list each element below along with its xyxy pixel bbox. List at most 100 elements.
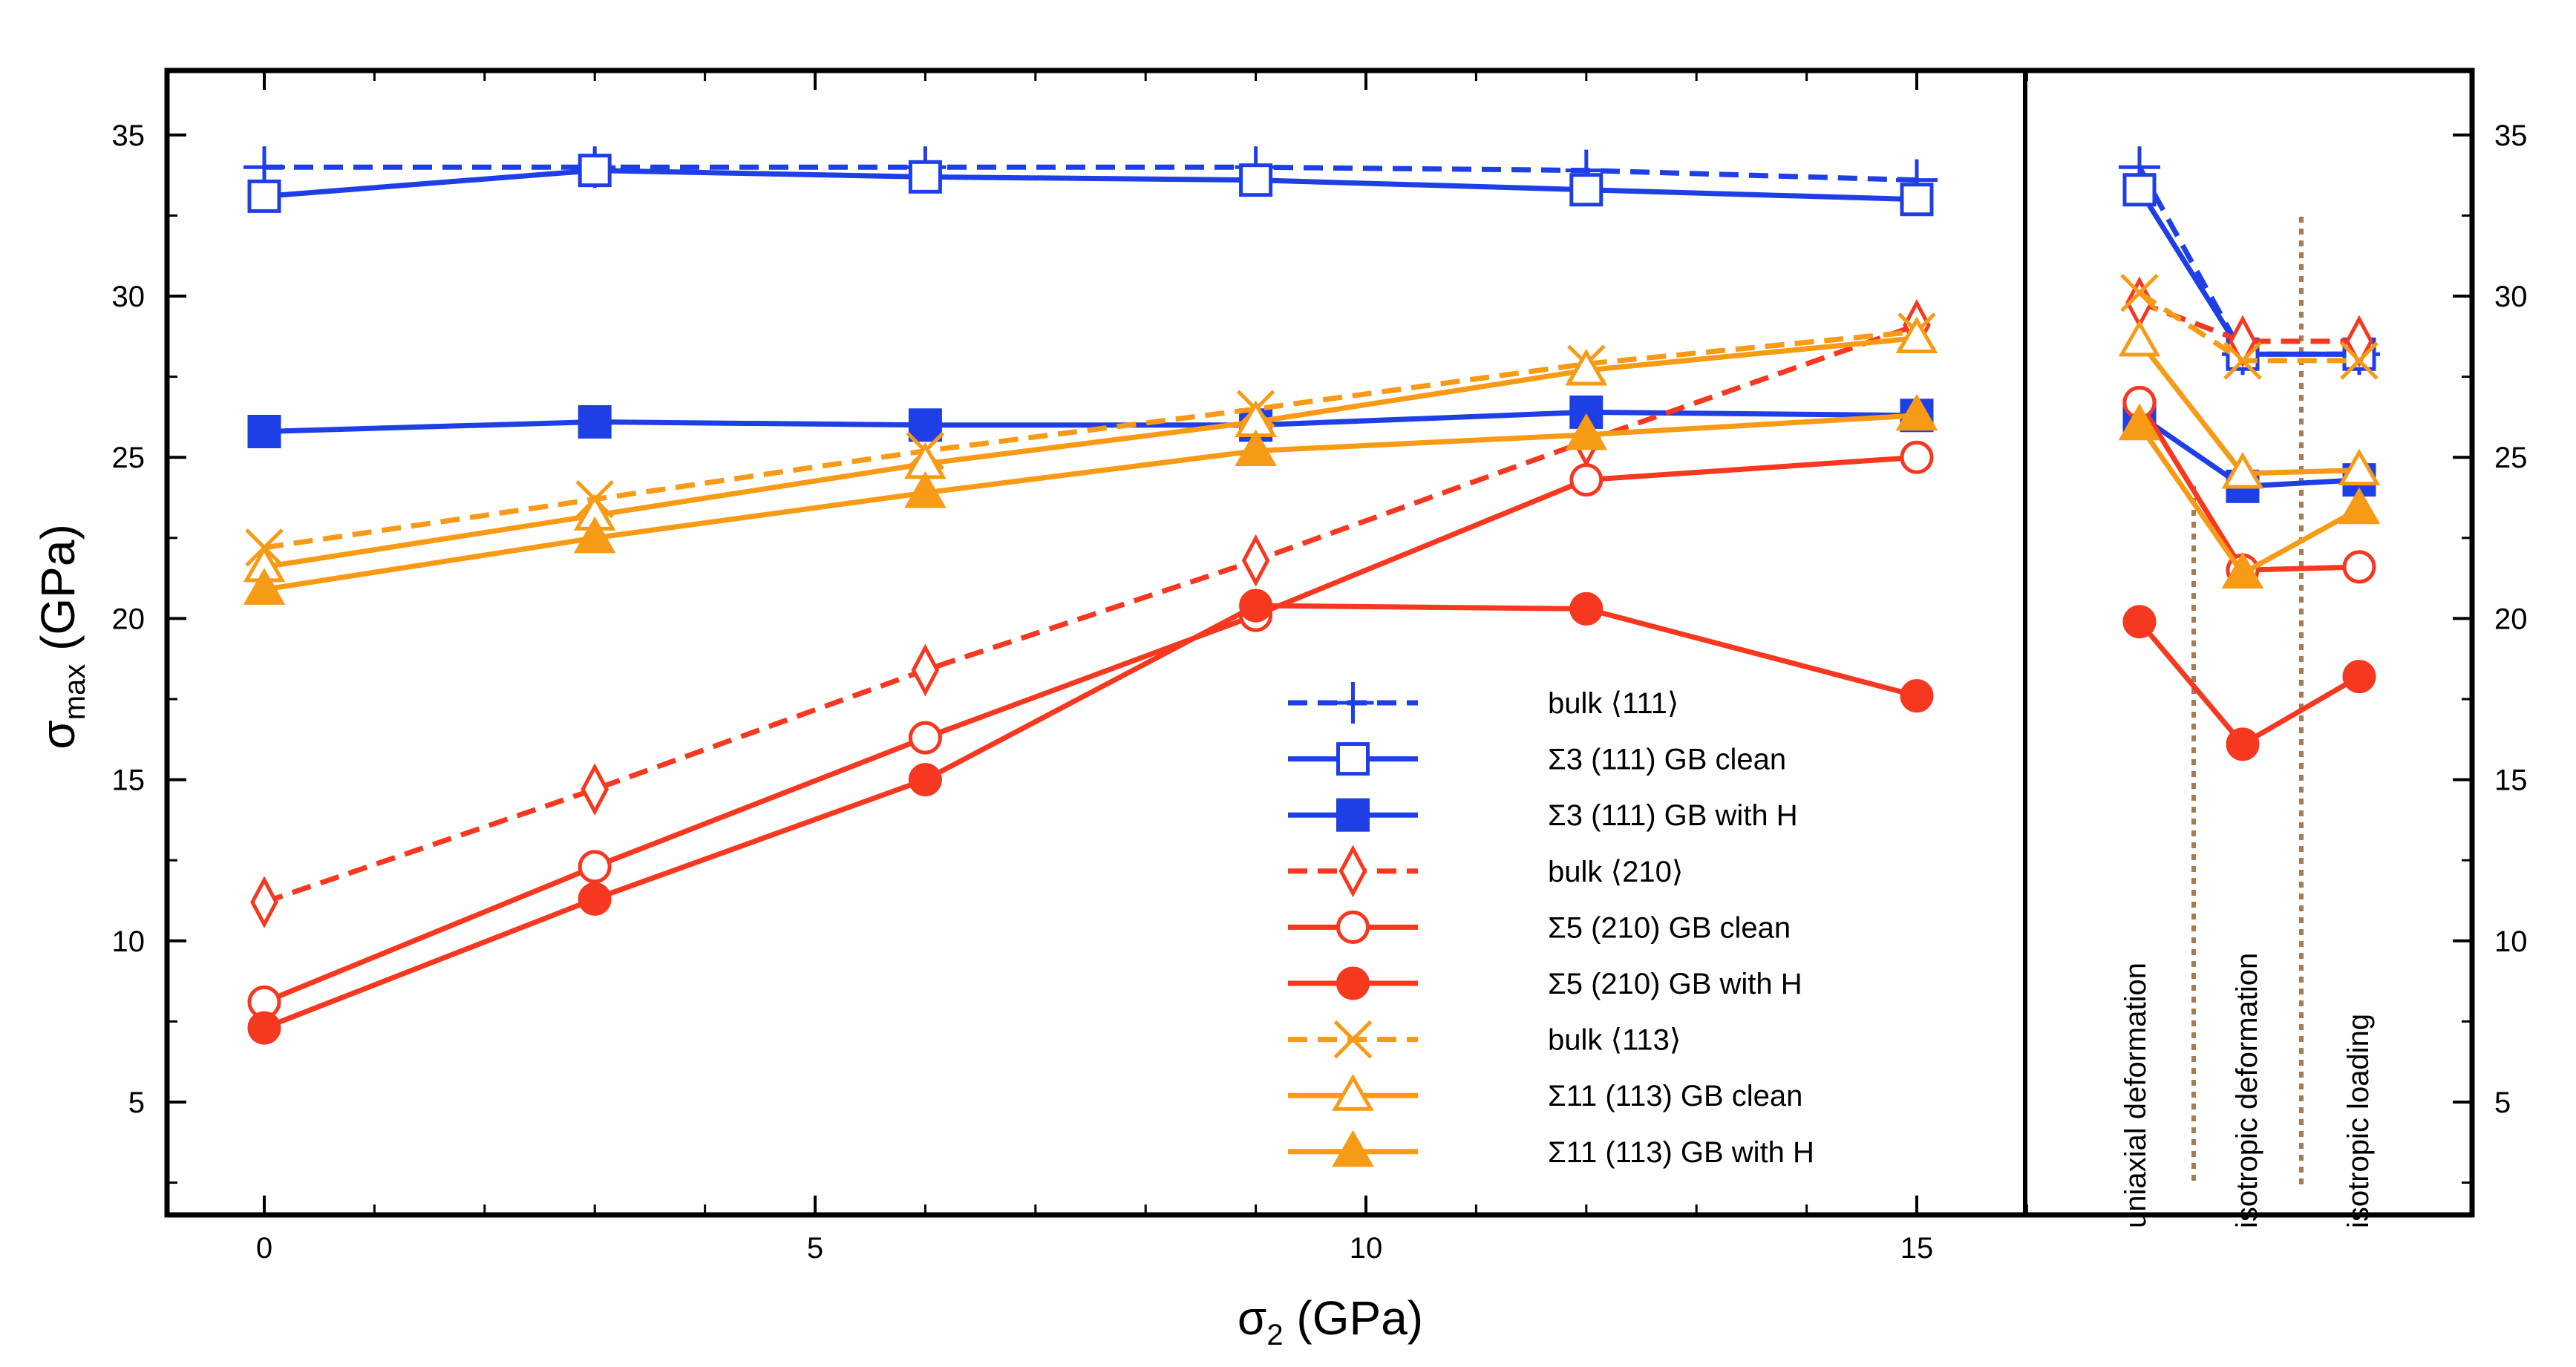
data-point	[578, 850, 612, 884]
data-point-right	[2342, 660, 2376, 694]
legend-marker	[1333, 1020, 1373, 1059]
data-point-right	[2221, 551, 2264, 589]
data-point	[247, 179, 281, 213]
series-line	[263, 454, 1918, 1005]
legend-item: bulk ⟨210⟩	[1288, 845, 1683, 898]
legend-marker	[1336, 742, 1370, 776]
data-point	[578, 154, 612, 188]
data-point-right	[2223, 341, 2262, 380]
data-point-right	[2221, 451, 2264, 489]
series-1	[247, 154, 2376, 371]
legend-marker	[1336, 798, 1370, 832]
series-line	[263, 603, 1918, 1031]
data-point	[247, 1011, 281, 1045]
category-label: isotropic loading	[2342, 1014, 2375, 1228]
data-point	[573, 516, 616, 554]
data-point-right	[2342, 550, 2376, 584]
legend-label: bulk ⟨111⟩	[1548, 687, 1679, 720]
data-point	[1895, 316, 1938, 354]
data-point-right	[2340, 341, 2379, 380]
legend-item: bulk ⟨113⟩	[1288, 1020, 1681, 1059]
data-point	[1569, 173, 1604, 207]
data-point	[1565, 348, 1608, 386]
legend-marker	[1332, 682, 1374, 724]
series-8	[243, 393, 2381, 605]
data-point-right	[2118, 403, 2161, 441]
data-point	[250, 876, 278, 928]
y-tick-label-right: 35	[2494, 119, 2528, 152]
legend-label: Σ3 (111) GB clean	[1548, 744, 1786, 776]
data-point	[904, 471, 947, 508]
data-point	[243, 568, 286, 605]
x-tick-label: 0	[256, 1232, 272, 1265]
x-tick-label: 15	[1900, 1232, 1934, 1265]
y-tick-label: 30	[112, 281, 146, 313]
legend-item: Σ3 (111) GB clean	[1288, 742, 1786, 776]
y-tick-label-right: 20	[2494, 603, 2528, 635]
y-tick-label: 20	[112, 603, 146, 635]
category-label: uniaxial deformation	[2119, 963, 2152, 1228]
legend-item: Σ11 (113) GB clean	[1288, 1074, 1802, 1112]
series-line	[263, 322, 1918, 905]
legend-item: Σ3 (111) GB with H	[1288, 798, 1798, 832]
legend-label: Σ5 (210) GB with H	[1548, 968, 1802, 1000]
x-axis-title: σ2 (GPa)	[1238, 1291, 1423, 1351]
y-axis-title: σmax (GPa)	[31, 524, 91, 750]
data-point	[908, 408, 942, 442]
series-line	[264, 409, 1918, 434]
data-point-right	[2338, 448, 2381, 486]
legend-label: Σ3 (111) GB with H	[1548, 799, 1798, 832]
y-tick-label: 10	[112, 925, 146, 958]
data-point	[1900, 183, 1934, 217]
data-point	[908, 763, 942, 797]
legend-marker	[1332, 1074, 1374, 1111]
data-point	[578, 882, 612, 916]
legend-label: bulk ⟨210⟩	[1548, 856, 1683, 888]
series-3	[250, 276, 2373, 928]
legend-marker	[1338, 845, 1367, 898]
data-point	[247, 414, 281, 448]
data-point-right	[2118, 319, 2161, 357]
legend-label: Σ11 (113) GB clean	[1548, 1080, 1802, 1112]
data-point	[1900, 679, 1934, 713]
y-tick-label-right: 10	[2494, 925, 2528, 958]
data-point	[908, 160, 942, 194]
data-point-right	[2120, 273, 2159, 312]
y-tick-label: 15	[112, 764, 146, 797]
data-point-right	[2338, 487, 2381, 525]
data-point-right	[2226, 727, 2260, 761]
category-label: isotropic deformation	[2231, 953, 2263, 1228]
x-tick-label: 5	[807, 1232, 823, 1265]
data-point	[1569, 463, 1604, 497]
data-point	[1565, 413, 1608, 450]
series-line	[264, 413, 1918, 592]
legend-item: bulk ⟨111⟩	[1288, 682, 1679, 724]
data-point	[1569, 591, 1604, 626]
data-point-right	[2122, 173, 2157, 207]
y-tick-label-right: 25	[2494, 442, 2528, 474]
legend-item: Σ11 (113) GB with H	[1288, 1130, 1814, 1169]
legend-label: bulk ⟨113⟩	[1548, 1024, 1681, 1057]
series-5	[247, 589, 2376, 1045]
y-tick-label: 25	[112, 442, 146, 474]
legend-marker	[1336, 966, 1370, 1000]
series-line-right	[2137, 165, 2359, 357]
legend-item: Σ5 (210) GB with H	[1288, 966, 1802, 1000]
series-4	[247, 385, 2376, 1019]
data-point	[581, 763, 609, 816]
legend-marker	[1336, 910, 1370, 944]
y-tick-label: 35	[112, 119, 146, 152]
data-point	[908, 721, 942, 755]
data-point-right	[2122, 605, 2157, 639]
data-point	[1900, 440, 1934, 474]
series-line	[264, 168, 1918, 203]
data-point	[1241, 534, 1270, 587]
plot-frame	[164, 68, 2475, 1218]
series-line	[264, 335, 1918, 570]
y-tick-label-right: 30	[2494, 281, 2528, 313]
y-tick-label: 5	[128, 1086, 145, 1119]
series-line	[264, 329, 1918, 551]
x-tick-label: 10	[1350, 1232, 1383, 1265]
data-point	[1235, 429, 1277, 467]
